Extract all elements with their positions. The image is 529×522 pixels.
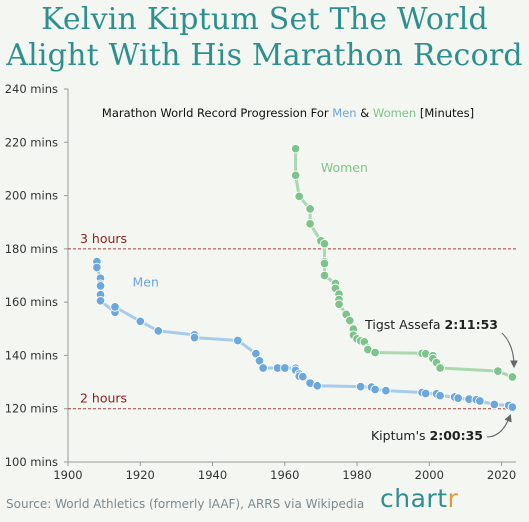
x-tick-label: 2000 [415, 468, 444, 482]
data-point [507, 402, 518, 412]
data-point [280, 363, 290, 373]
data-point [189, 332, 200, 343]
data-point [95, 281, 106, 291]
x-tick-label: 1920 [126, 468, 155, 482]
y-tick-label: 160 mins [5, 295, 58, 309]
data-point [110, 302, 120, 312]
x-tick-label: 1960 [270, 468, 299, 482]
x-tick-label: 1900 [53, 468, 82, 482]
data-point [95, 296, 106, 306]
annotation-value: 2:11:53 [445, 317, 499, 332]
subtitle-part: & [357, 106, 373, 120]
data-point [319, 239, 330, 249]
data-point [305, 219, 315, 229]
data-point [153, 326, 164, 336]
x-tick-label: 2020 [487, 468, 516, 482]
data-point [345, 315, 355, 326]
subtitle-part: Marathon World Record Progression For [102, 106, 332, 120]
chart-labels: Marathon World Record Progression For Me… [102, 106, 518, 443]
chart-title-line2: Alight With His Marathon Record [6, 38, 523, 73]
subtitle-part: Men [332, 106, 356, 120]
x-tick-label: 1940 [198, 468, 227, 482]
data-point [355, 381, 366, 392]
kiptum-arrow [486, 413, 512, 438]
series-women [290, 143, 518, 382]
source-note: Source: World Athletics (formerly IAAF),… [6, 497, 365, 511]
reference-label: 3 hours [80, 231, 127, 246]
axes: 100 mins 120 mins 140 mins 160 mins 180 mins… [5, 82, 516, 482]
series-label: Men [132, 275, 158, 290]
y-tick-label: 240 mins [5, 82, 58, 96]
series-label: Women [321, 160, 368, 175]
annotation: Kiptum's 2:00:35 [371, 428, 483, 443]
annotation-value: 2:00:35 [430, 428, 484, 443]
y-tick-label: 100 mins [5, 455, 58, 469]
data-point [435, 363, 445, 373]
data-point [233, 335, 243, 346]
data-point [334, 299, 344, 310]
data-point [370, 384, 380, 395]
chart-subtitle: Marathon World Record Progression For Me… [102, 106, 474, 120]
y-tick-label: 120 mins [5, 402, 58, 416]
data-point [290, 143, 301, 154]
reference-lines: 3 hours 2 hours [68, 231, 516, 410]
series-men [92, 256, 518, 412]
data-point [475, 396, 485, 406]
y-tick-label: 200 mins [5, 189, 58, 203]
y-tick-label: 140 mins [5, 348, 58, 362]
chart-title-line1: Kelvin Kiptum Set The World [41, 2, 488, 37]
data-point [294, 191, 304, 202]
brand-main: chart [380, 484, 448, 513]
data-point [290, 170, 301, 181]
brand-logo: chartr [380, 484, 458, 513]
subtitle-part: Women [373, 106, 416, 120]
data-point [489, 399, 500, 410]
data-point [507, 372, 518, 382]
data-point [135, 316, 146, 327]
y-tick-label: 220 mins [5, 135, 58, 149]
subtitle-part: [Minutes] [416, 106, 474, 120]
data-point [305, 204, 315, 214]
data-point [453, 393, 463, 403]
annotation: Tigst Assefa 2:11:53 [364, 317, 498, 332]
data-point [92, 262, 102, 273]
y-tick-label: 180 mins [5, 242, 58, 256]
data-point [493, 366, 503, 376]
brand-accent: r [447, 484, 459, 513]
assefa-arrow [501, 332, 518, 369]
data-point [319, 258, 330, 269]
data-point [319, 270, 330, 281]
series-layer [92, 143, 518, 412]
data-point [381, 385, 391, 396]
reference-label: 2 hours [80, 391, 127, 406]
annotation-text: Tigst Assefa [364, 317, 444, 332]
data-point [370, 347, 380, 358]
data-point [312, 381, 323, 391]
data-point [298, 371, 308, 382]
data-point [435, 390, 445, 401]
data-point [258, 363, 268, 373]
x-tick-label: 1980 [342, 468, 371, 482]
annotation-text: Kiptum's [371, 428, 430, 443]
data-point [420, 388, 431, 399]
